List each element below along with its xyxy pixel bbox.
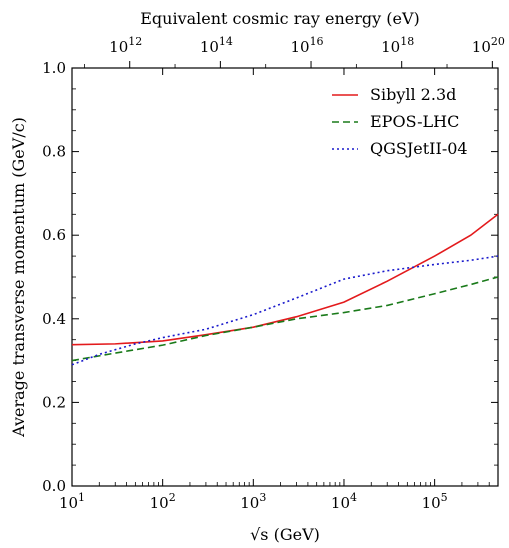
- x-tick-label: 101: [59, 491, 85, 512]
- top-x-axis-title: Equivalent cosmic ray energy (eV): [140, 9, 420, 28]
- x-tick-label: 104: [331, 491, 357, 512]
- y-tick-label: 0.2: [42, 393, 66, 411]
- x-tick-label: 103: [240, 491, 266, 512]
- y-axis-title: Average transverse momentum (GeV/c): [9, 117, 28, 438]
- y-tick-label: 0.4: [42, 310, 66, 328]
- top-tick-label: 1018: [381, 35, 414, 56]
- x-tick-label: 102: [150, 491, 176, 512]
- y-tick-label: 0.0: [42, 477, 66, 495]
- y-tick-label: 0.6: [42, 226, 66, 244]
- legend: Sibyll 2.3d EPOS-LHC QGSJetII-04: [332, 85, 468, 158]
- top-tick-label: 1012: [109, 35, 142, 56]
- series-line-qgsjetii-04: [71, 255, 499, 366]
- x-tick-label: 105: [422, 491, 448, 512]
- top-tick-label: 1020: [472, 35, 505, 56]
- top-tick-label: 1016: [290, 35, 323, 56]
- top-tick-label: 1014: [200, 35, 233, 56]
- ticks-layer: 101 102 103 104 105 1012 1014 1016 1018 1020 0.0 0.…: [42, 35, 505, 512]
- legend-label: EPOS-LHC: [370, 112, 459, 131]
- series-line-sibyll-2-3d: [71, 213, 499, 346]
- y-tick-label: 0.8: [42, 143, 66, 161]
- x-axis-title: √s (GeV): [250, 525, 320, 544]
- legend-label: QGSJetII-04: [370, 139, 468, 158]
- series-layer: [71, 213, 499, 366]
- legend-label: Sibyll 2.3d: [370, 85, 456, 104]
- y-tick-label: 1.0: [42, 59, 66, 77]
